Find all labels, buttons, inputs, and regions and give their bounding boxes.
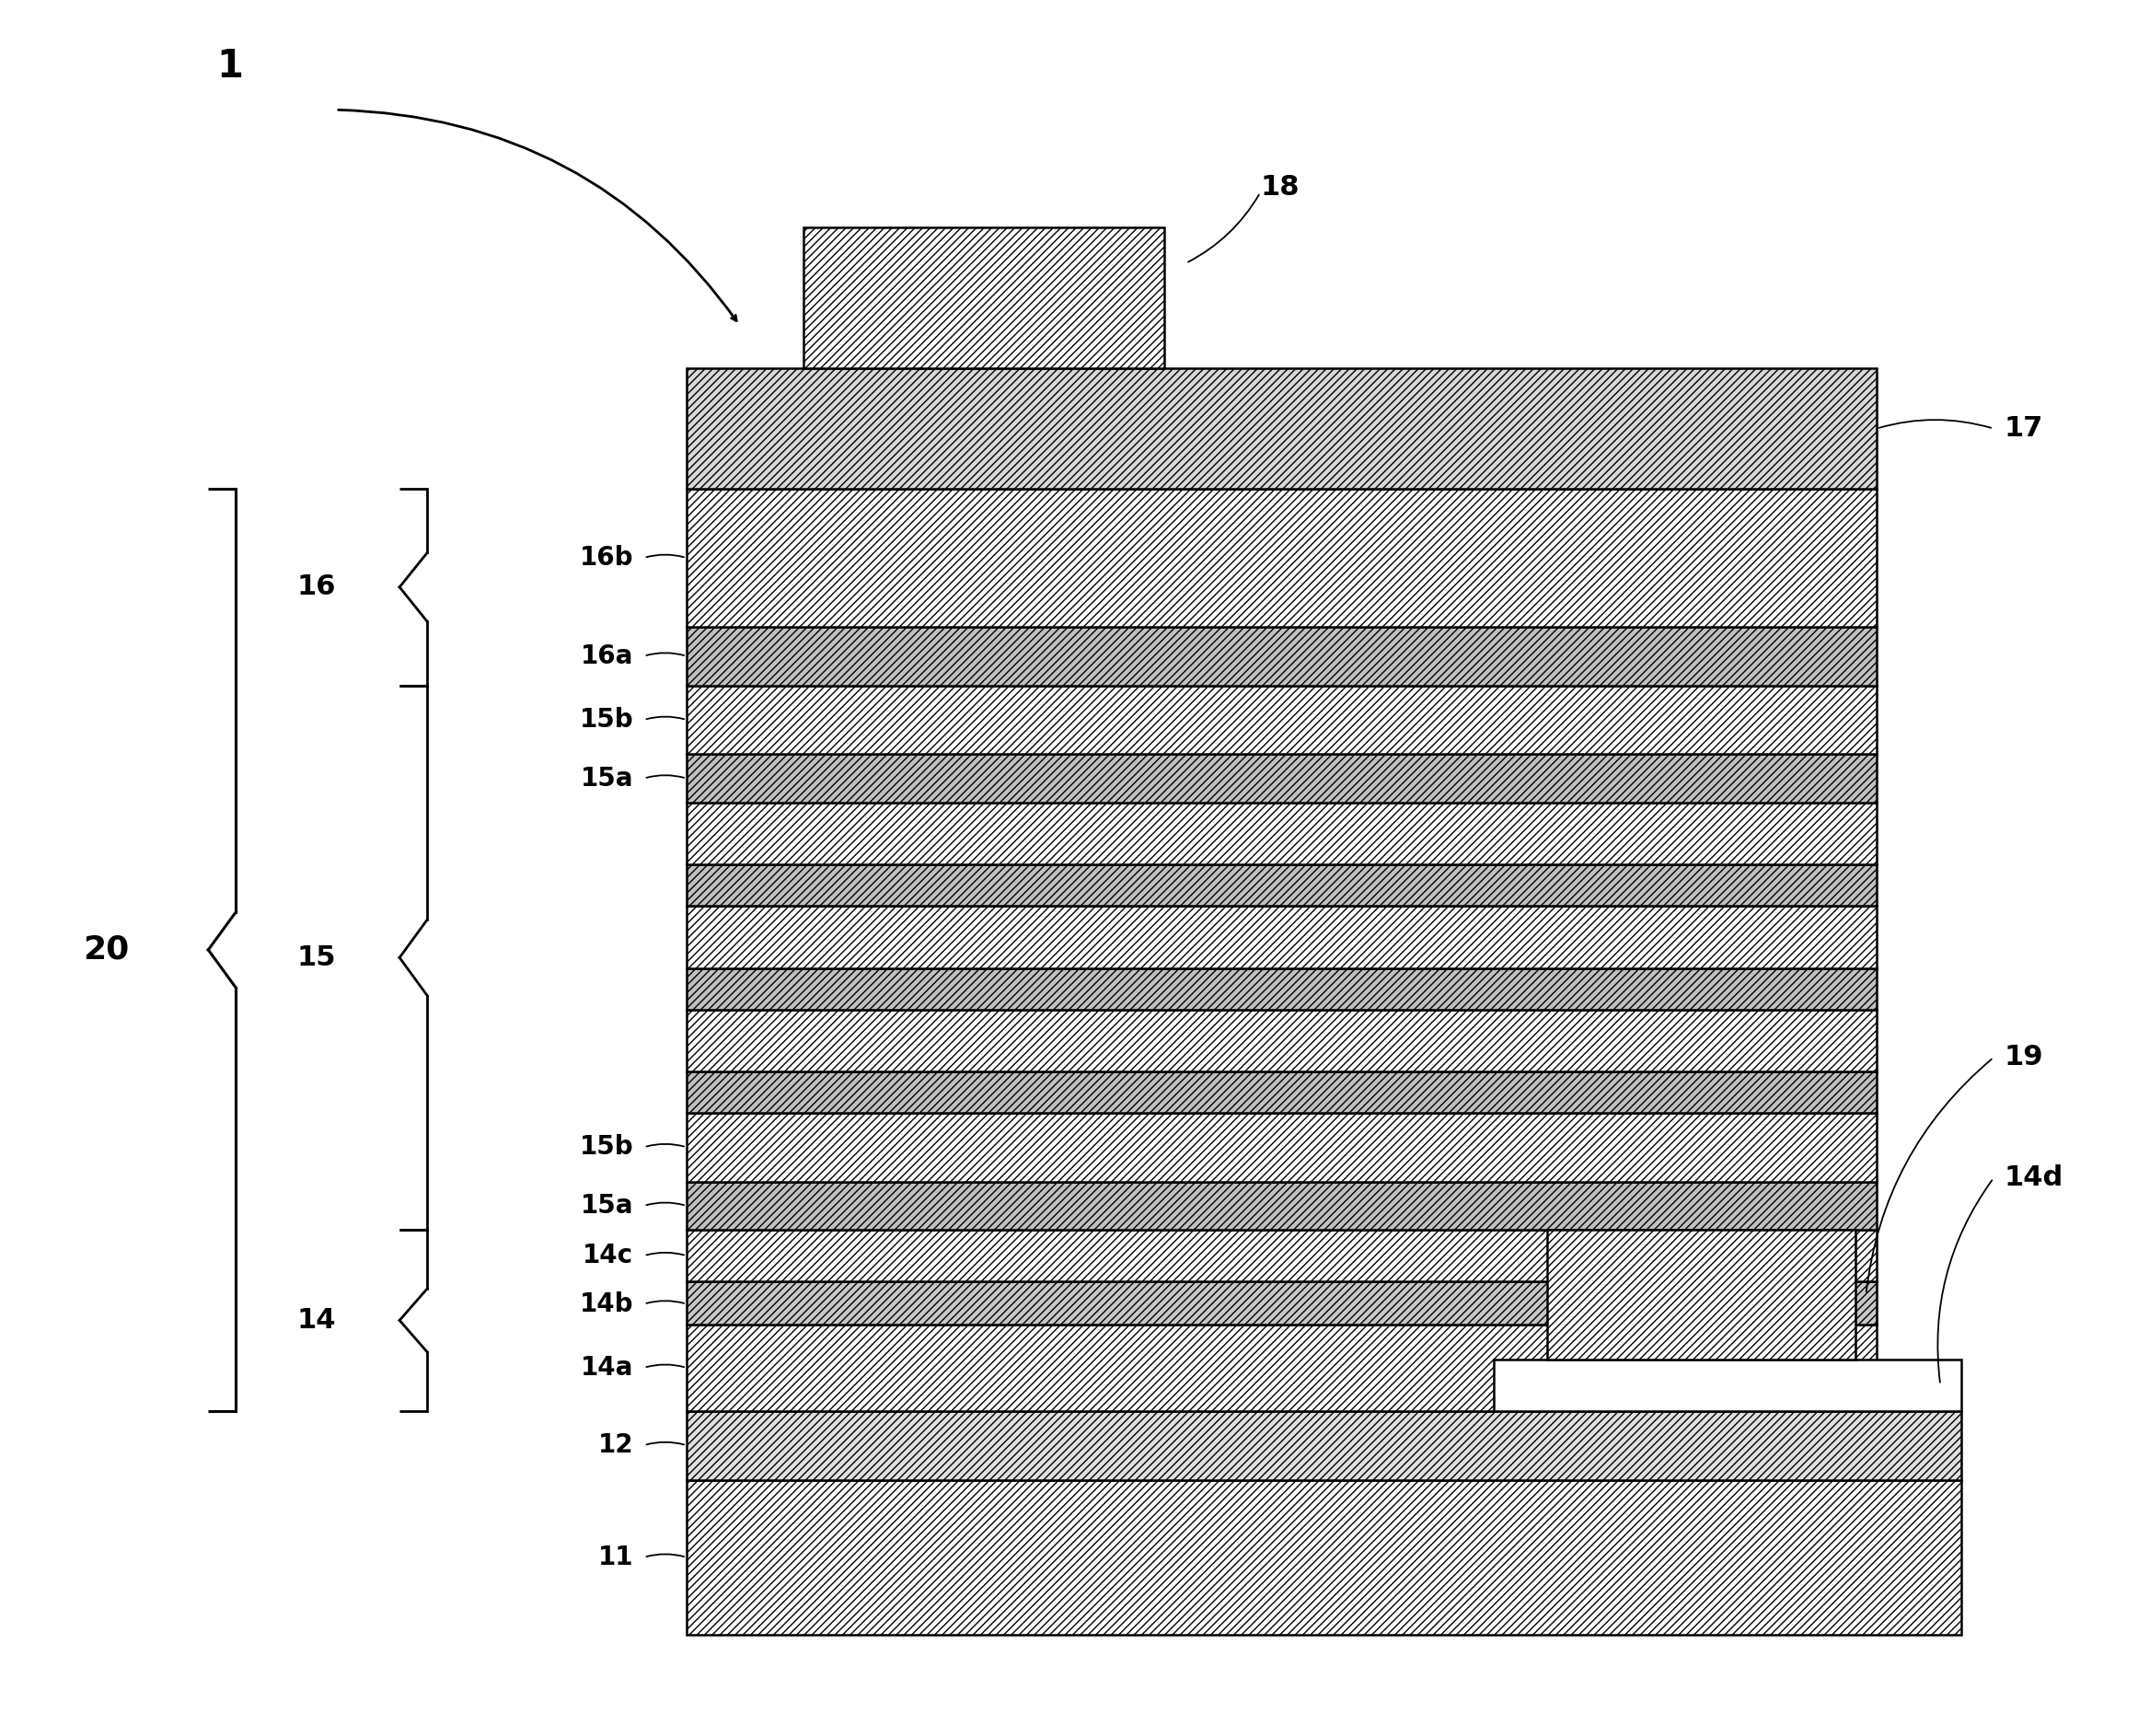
Bar (686, 1411, 1961, 1479)
Text: 19: 19 (2003, 1045, 2044, 1071)
Bar (686, 865, 1877, 906)
Bar (686, 368, 1877, 490)
Text: 15b: 15b (579, 1134, 633, 1160)
Text: 17: 17 (2003, 415, 2044, 443)
Text: 16a: 16a (582, 642, 633, 668)
Bar (686, 1071, 1877, 1113)
Bar (686, 1281, 1877, 1325)
Bar (686, 490, 1877, 627)
Text: 16: 16 (297, 575, 336, 601)
Bar (804, 227, 1165, 368)
Bar (686, 627, 1877, 686)
Text: 14a: 14a (582, 1354, 633, 1380)
Text: 14b: 14b (579, 1292, 633, 1318)
Text: 12: 12 (599, 1432, 633, 1458)
Bar (1548, 1229, 1856, 1359)
Text: 18: 18 (1259, 174, 1300, 201)
Text: 15: 15 (297, 944, 336, 970)
Text: 16b: 16b (579, 545, 633, 571)
Bar (686, 1113, 1877, 1182)
Bar (686, 686, 1877, 753)
Bar (686, 969, 1877, 1009)
Bar (686, 906, 1877, 969)
Text: 11: 11 (599, 1545, 633, 1569)
Bar (686, 753, 1877, 802)
Text: 14c: 14c (582, 1243, 633, 1269)
Bar (686, 1479, 1961, 1635)
Bar (686, 802, 1877, 865)
Text: 14d: 14d (2003, 1165, 2063, 1191)
Text: 20: 20 (83, 934, 130, 965)
Bar (686, 1325, 1877, 1411)
Text: 14: 14 (297, 1307, 336, 1333)
Text: 1: 1 (216, 47, 244, 87)
Bar (686, 1182, 1877, 1229)
Text: 15a: 15a (579, 766, 633, 792)
Bar (686, 1009, 1877, 1071)
Bar (1494, 1359, 1961, 1411)
Text: 15b: 15b (579, 707, 633, 733)
Text: 15a: 15a (579, 1193, 633, 1219)
Bar (686, 1229, 1877, 1281)
